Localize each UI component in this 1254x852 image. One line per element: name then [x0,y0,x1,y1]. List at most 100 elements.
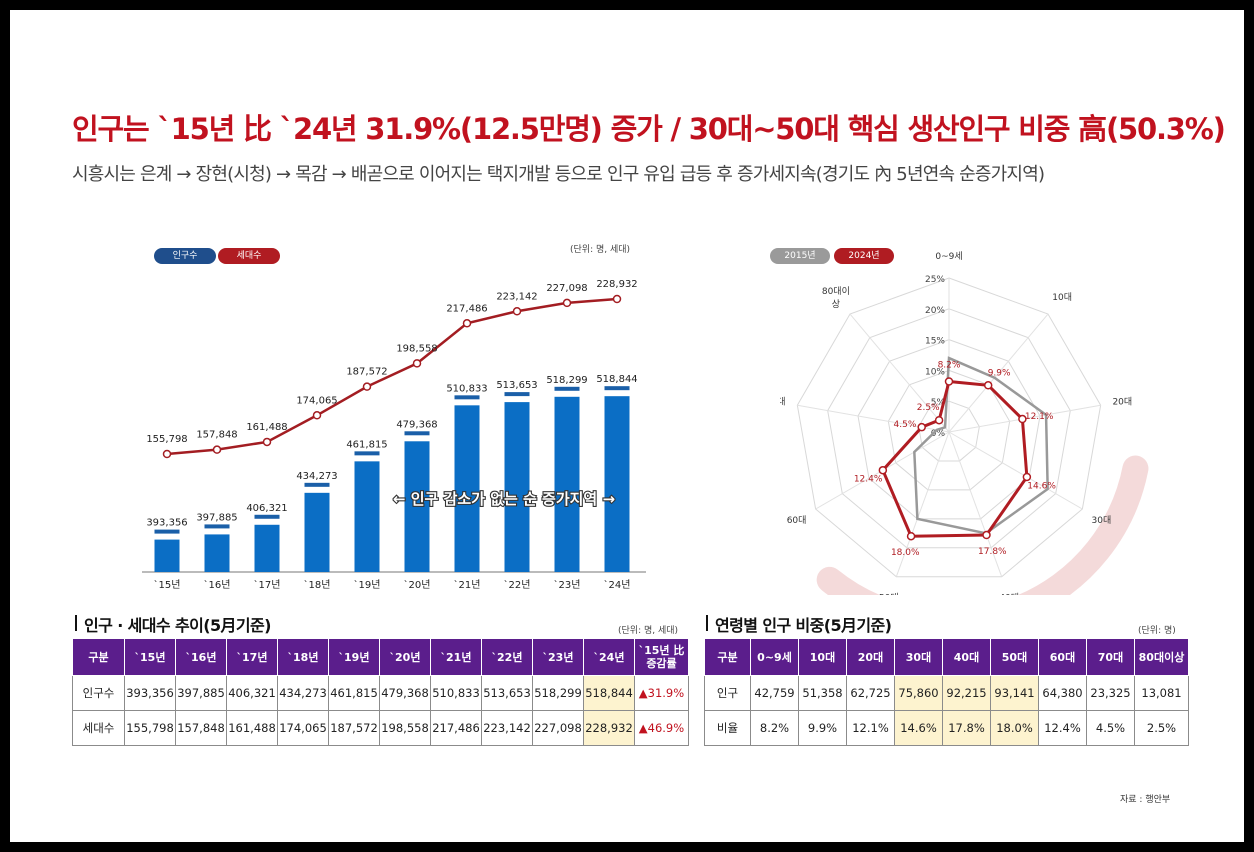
series-2024-value-label: 18.0% [891,548,920,558]
x-tick-label: `19년 [354,579,381,591]
table-cell: 187,572 [328,710,380,746]
table-header-cell: `22년 [481,638,533,676]
household-value-label: 227,098 [546,283,587,294]
table-cell: 518,299 [532,675,584,711]
radar-tick-label: 0% [931,429,946,439]
table-cell: 93,141 [990,675,1039,711]
series-2024-point [982,530,991,540]
table2-title: 연령별 인구 비중(5月기준) [705,612,892,636]
radar-axis-label: 30대 [1092,515,1112,526]
series-2024-point [934,415,944,425]
population-value-label: 510,833 [446,383,487,394]
household-value-label: 161,488 [246,422,287,433]
population-bar [504,402,530,572]
table-header-cell: `16년 [175,638,227,676]
population-value-label: 397,885 [196,512,237,523]
table-cell: 157,848 [175,710,227,746]
table-cell: 510,833 [430,675,482,711]
table-cell: 155,798 [124,710,176,746]
household-point [512,307,522,316]
table-cell: 14.6% [894,710,943,746]
table-cell: 161,488 [226,710,278,746]
legend-population: 인구수 [154,248,216,264]
population-value-label: 479,368 [396,419,437,430]
series-2024-point [944,377,954,386]
population-bar-cap [204,524,230,529]
table-header-cell: 70대 [1086,638,1135,676]
series-2024-point [906,531,916,541]
subline: 시흥시는 은계 → 장현(시청) → 목감 → 배곧으로 이어지는 택지개발 등… [72,164,1045,185]
radar-axis-label: 40대 [999,592,1019,595]
population-bar-cap [454,395,480,400]
household-point [162,449,172,459]
table-row: 인구수 393,356 397,885 406,321 434,273 461,815 47… [72,675,689,711]
table-header-cell: 50대 [990,638,1039,676]
table-cell: 12.4% [1038,710,1087,746]
table-cell: 62,725 [846,675,895,711]
radar-axis-label: 20대 [1112,396,1132,407]
table-header-cell: 30대 [894,638,943,676]
table-header-cell: 60대 [1038,638,1087,676]
series-2024-value-label: 2.5% [917,403,940,413]
highlight-arc [816,455,1149,595]
population-bar [454,405,480,572]
series-2024-value-label: 17.8% [978,547,1007,557]
population-bar-cap [304,482,330,487]
table-cell: 393,356 [124,675,176,711]
page: 인구는 `15년 比 `24년 31.9%(12.5만명) 증가 / 30대~5… [10,10,1244,842]
radar-axis-label: 10대 [1052,292,1072,303]
table-cell: ▲46.9% [634,710,689,746]
x-tick-label: `23년 [554,579,581,591]
radar-grid-ring [857,339,1041,520]
table-cell: 461,815 [328,675,380,711]
household-point [562,298,572,308]
radar-axis-label: 60대 [787,515,807,526]
radar-axis-label: 80대이 상 [822,286,850,310]
radar-axis-label: 0~9세 [935,251,962,262]
household-value-label: 198,558 [396,343,437,354]
source-note: 자료 : 행안부 [1120,795,1171,805]
series-2024-value-label: 4.5% [894,420,917,430]
radar-spoke [895,431,950,577]
population-value-label: 461,815 [346,439,387,450]
table-header-cell: 0~9세 [750,638,799,676]
radar-spoke [948,313,1049,433]
series-2024-point [1022,472,1032,482]
table-cell: 174,065 [277,710,329,746]
population-value-label: 434,273 [296,471,337,482]
series-2024-point [983,381,993,390]
table-cell: 75,860 [894,675,943,711]
population-bar-cap [254,514,280,519]
legend-2015: 2015년 [770,248,830,264]
radar-grid-ring [796,277,1102,578]
table-cell: 9.9% [798,710,847,746]
household-point [612,294,622,304]
table-cell: 406,321 [226,675,278,711]
x-tick-label: `18년 [304,579,331,591]
table-cell: 518,844 [583,675,635,711]
household-point [462,319,472,328]
table-cell: 12.1% [846,710,895,746]
population-bar [604,396,630,572]
population-bar [204,534,230,572]
x-tick-label: `21년 [454,579,481,591]
table-cell: 23,325 [1086,675,1135,711]
series-2024-value-label: 8.2% [938,360,961,370]
table-header-cell: `17년 [226,638,278,676]
table-cell: 223,142 [481,710,533,746]
chart-annotation: ← 인구 감소가 없는 순 증가지역 → [393,490,615,508]
table-header-cell: `15년 比 증감률 [634,638,689,676]
radar-tick-label: 15% [925,337,945,347]
x-tick-label: `24년 [604,579,631,591]
population-bar [554,396,580,572]
series-2024-point [878,465,888,475]
table1-unit: (단위: 명, 세대) [618,626,679,636]
table-cell: 92,215 [942,675,991,711]
table-cell: 217,486 [430,710,482,746]
headline: 인구는 `15년 比 `24년 31.9%(12.5만명) 증가 / 30대~5… [72,112,1226,146]
x-tick-label: `20년 [404,579,431,591]
radar-tick-label: 5% [931,398,946,408]
population-value-label: 518,844 [596,374,637,385]
population-bar-cap [554,386,580,391]
population-bar-cap [154,529,180,534]
